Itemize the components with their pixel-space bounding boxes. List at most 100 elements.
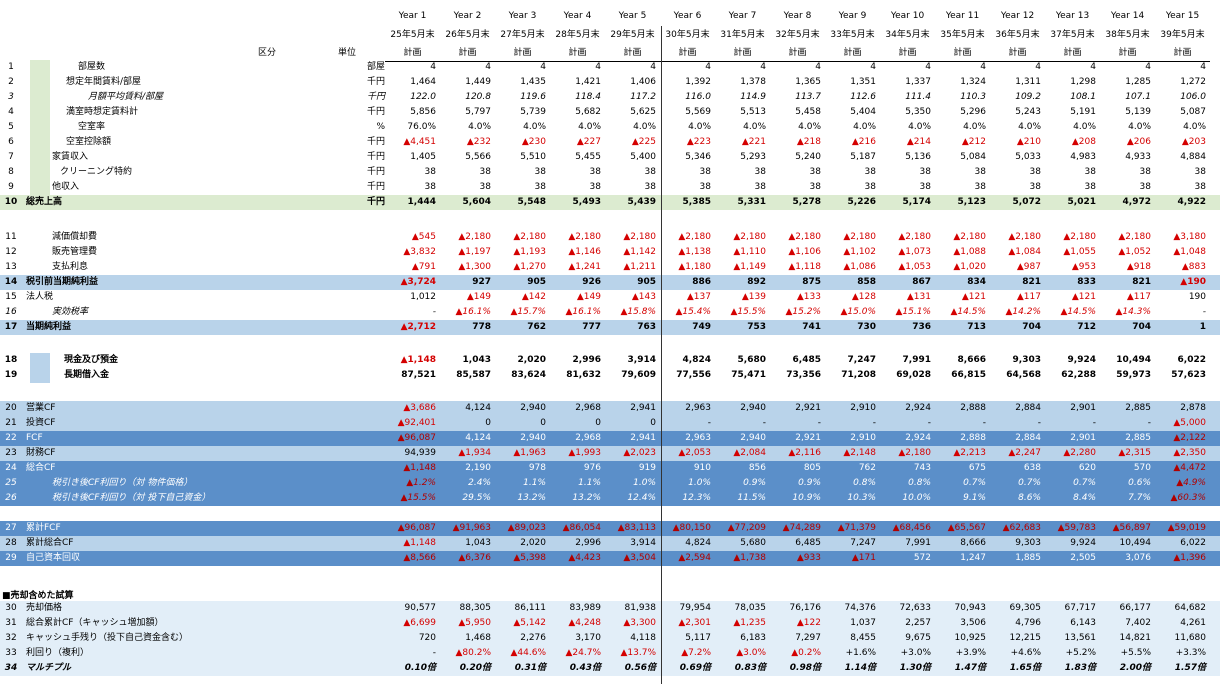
value-cell[interactable]: ▲14.3% bbox=[1115, 307, 1151, 317]
value-cell[interactable]: ▲1,963 bbox=[513, 448, 546, 458]
value-cell[interactable]: ▲5,142 bbox=[513, 618, 546, 628]
value-cell[interactable]: 4 bbox=[485, 62, 491, 72]
value-cell[interactable]: 7.7% bbox=[1128, 493, 1151, 503]
value-cell[interactable]: 5,072 bbox=[1012, 197, 1041, 207]
value-cell[interactable]: 2,996 bbox=[572, 355, 601, 365]
value-cell[interactable]: 3,506 bbox=[960, 618, 986, 628]
value-cell[interactable]: 4.0% bbox=[908, 122, 931, 132]
value-cell[interactable]: ▲2,116 bbox=[788, 448, 821, 458]
value-cell[interactable]: ▲71,379 bbox=[837, 523, 876, 533]
value-cell[interactable]: 119.6 bbox=[520, 92, 546, 102]
value-cell[interactable]: 38 bbox=[534, 167, 546, 177]
value-cell[interactable]: 59,973 bbox=[1116, 370, 1151, 380]
value-cell[interactable]: ▲2,315 bbox=[1118, 448, 1151, 458]
value-cell[interactable]: ▲3,300 bbox=[623, 618, 656, 628]
value-cell[interactable]: 38 bbox=[1029, 167, 1041, 177]
value-cell[interactable]: 743 bbox=[913, 463, 931, 473]
value-cell[interactable]: ▲227 bbox=[576, 137, 601, 147]
value-cell[interactable]: 38 bbox=[1194, 182, 1206, 192]
value-cell[interactable]: 1,392 bbox=[685, 77, 711, 87]
value-cell[interactable]: 2,888 bbox=[960, 403, 986, 413]
value-cell[interactable]: 10.9% bbox=[792, 493, 821, 503]
value-cell[interactable]: 9,303 bbox=[1015, 538, 1041, 548]
value-cell[interactable]: 978 bbox=[528, 463, 546, 473]
value-cell[interactable]: ▲121 bbox=[961, 292, 986, 302]
value-cell[interactable]: ▲92,401 bbox=[397, 418, 436, 428]
value-cell[interactable]: ▲80.2% bbox=[455, 648, 491, 658]
value-cell[interactable]: 4,118 bbox=[630, 633, 656, 643]
value-cell[interactable]: ▲86,054 bbox=[562, 523, 601, 533]
value-cell[interactable]: 5,346 bbox=[685, 152, 711, 162]
value-cell[interactable]: ▲1,118 bbox=[788, 262, 821, 272]
value-cell[interactable]: - bbox=[982, 418, 986, 428]
value-cell[interactable]: ▲1.2% bbox=[406, 478, 436, 488]
value-cell[interactable]: ▲15.8% bbox=[620, 307, 656, 317]
value-cell[interactable]: 4.0% bbox=[468, 122, 491, 132]
value-cell[interactable]: 0.56倍 bbox=[624, 663, 656, 673]
value-cell[interactable]: ▲190 bbox=[1180, 277, 1206, 287]
value-cell[interactable]: 1,421 bbox=[575, 77, 601, 87]
value-cell[interactable]: ▲2,301 bbox=[678, 618, 711, 628]
value-cell[interactable]: 88,305 bbox=[459, 603, 492, 613]
value-cell[interactable]: ▲24.7% bbox=[565, 648, 601, 658]
value-cell[interactable]: ▲62,683 bbox=[1002, 523, 1041, 533]
value-cell[interactable]: 9.1% bbox=[963, 493, 986, 503]
value-cell[interactable]: 38 bbox=[919, 182, 931, 192]
value-cell[interactable]: - bbox=[1092, 418, 1096, 428]
value-cell[interactable]: 38 bbox=[864, 167, 876, 177]
value-cell[interactable]: 4.0% bbox=[798, 122, 821, 132]
value-cell[interactable]: 6,022 bbox=[1180, 538, 1206, 548]
value-cell[interactable]: 114.9 bbox=[740, 92, 766, 102]
value-cell[interactable]: 1,298 bbox=[1070, 77, 1096, 87]
value-cell[interactable]: ▲15.0% bbox=[840, 307, 876, 317]
value-cell[interactable]: ▲212 bbox=[961, 137, 986, 147]
value-cell[interactable]: 11.5% bbox=[737, 493, 766, 503]
value-cell[interactable]: 6,143 bbox=[1070, 618, 1096, 628]
value-cell[interactable]: ▲1,148 bbox=[403, 538, 436, 548]
value-cell[interactable]: 858 bbox=[857, 277, 876, 287]
value-cell[interactable]: 5,513 bbox=[740, 107, 766, 117]
value-cell[interactable]: ▲1,020 bbox=[953, 262, 986, 272]
value-cell[interactable]: 4 bbox=[980, 62, 986, 72]
value-cell[interactable]: 1,449 bbox=[465, 77, 491, 87]
value-cell[interactable]: 778 bbox=[472, 322, 491, 332]
value-cell[interactable]: 5,021 bbox=[1067, 197, 1096, 207]
value-cell[interactable]: 2,924 bbox=[905, 403, 931, 413]
value-cell[interactable]: 4 bbox=[1090, 62, 1096, 72]
value-cell[interactable]: ▲4,472 bbox=[1173, 463, 1206, 473]
value-cell[interactable]: 1,406 bbox=[630, 77, 656, 87]
value-cell[interactable]: +3.9% bbox=[955, 648, 986, 658]
value-cell[interactable]: 87,521 bbox=[401, 370, 436, 380]
value-cell[interactable]: ▲3,724 bbox=[400, 277, 436, 287]
value-cell[interactable]: 70,943 bbox=[954, 603, 987, 613]
value-cell[interactable]: 38 bbox=[754, 182, 766, 192]
value-cell[interactable]: 4 bbox=[1035, 62, 1041, 72]
value-cell[interactable]: 71,208 bbox=[841, 370, 876, 380]
value-cell[interactable]: 1.83倍 bbox=[1064, 663, 1096, 673]
value-cell[interactable]: 2,020 bbox=[517, 355, 546, 365]
value-cell[interactable]: 5,797 bbox=[465, 107, 491, 117]
value-cell[interactable]: 69,305 bbox=[1009, 603, 1042, 613]
value-cell[interactable]: 74,376 bbox=[844, 603, 877, 613]
value-cell[interactable]: 4 bbox=[815, 62, 821, 72]
value-cell[interactable]: ▲44.6% bbox=[510, 648, 546, 658]
value-cell[interactable]: 38 bbox=[424, 182, 436, 192]
value-cell[interactable]: 106.0 bbox=[1180, 92, 1206, 102]
value-cell[interactable]: ▲1,934 bbox=[458, 448, 491, 458]
value-cell[interactable]: 4 bbox=[870, 62, 876, 72]
value-cell[interactable]: 79,954 bbox=[679, 603, 712, 613]
value-cell[interactable]: ▲2,180 bbox=[788, 232, 821, 242]
value-cell[interactable]: 821 bbox=[1132, 277, 1151, 287]
value-cell[interactable]: 4.0% bbox=[523, 122, 546, 132]
value-cell[interactable]: ▲2,247 bbox=[1008, 448, 1041, 458]
value-cell[interactable]: ▲128 bbox=[851, 292, 876, 302]
value-cell[interactable]: 2,921 bbox=[795, 433, 821, 443]
value-cell[interactable]: ▲218 bbox=[796, 137, 821, 147]
value-cell[interactable]: ▲1,106 bbox=[788, 247, 821, 257]
value-cell[interactable]: 753 bbox=[747, 322, 766, 332]
value-cell[interactable]: 763 bbox=[637, 322, 656, 332]
value-cell[interactable]: 2,940 bbox=[520, 433, 546, 443]
value-cell[interactable]: 1,365 bbox=[795, 77, 821, 87]
value-cell[interactable]: 38 bbox=[699, 182, 711, 192]
value-cell[interactable]: 10.0% bbox=[902, 493, 931, 503]
